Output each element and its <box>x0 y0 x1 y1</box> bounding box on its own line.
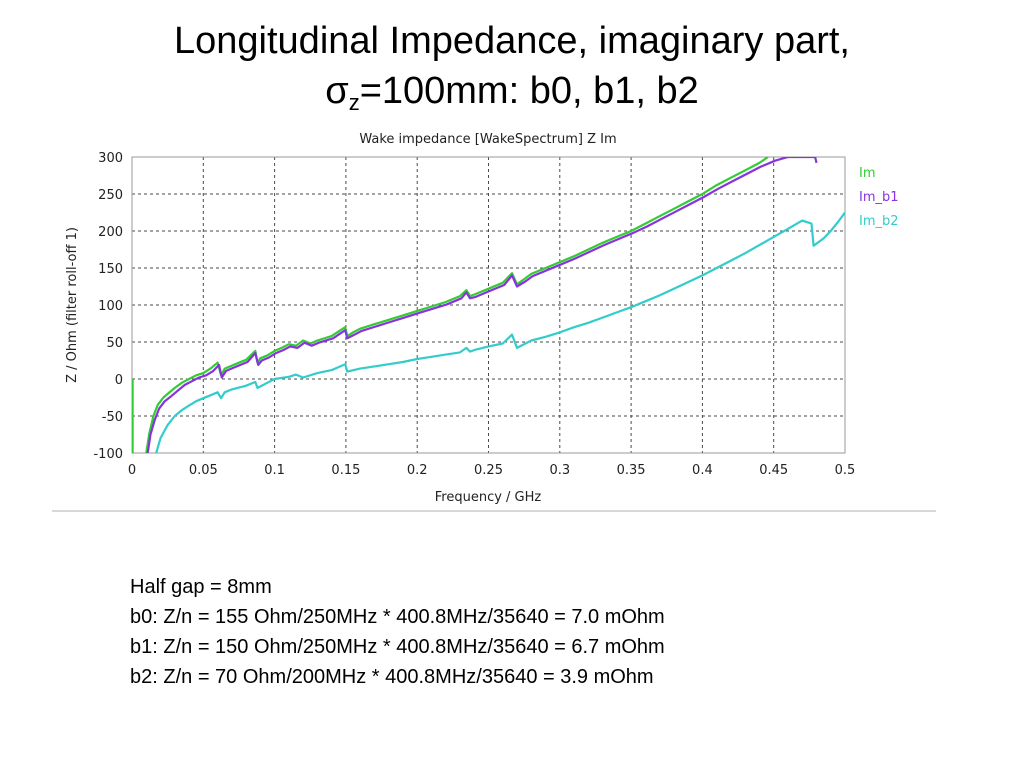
y-tick-label: 250 <box>98 188 123 203</box>
slide-title: Longitudinal Impedance, imaginary part, … <box>0 16 1024 116</box>
note-line-b1: b1: Z/n = 150 Ohm/250MHz * 400.8MHz/3564… <box>130 636 665 658</box>
x-tick-label: 0.35 <box>617 463 646 478</box>
legend: Im Im_b1 Im_b2 <box>859 166 899 229</box>
note-line-b0: b0: Z/n = 155 Ohm/250MHz * 400.8MHz/3564… <box>130 606 665 628</box>
title-subscript: z <box>348 90 360 115</box>
plot-area <box>131 156 846 454</box>
notes-block: Half gap = 8mm b0: Z/n = 155 Ohm/250MHz … <box>130 572 665 692</box>
x-tick-label: 0.15 <box>331 463 360 478</box>
y-tick-label: -50 <box>102 410 123 425</box>
note-line-b2: b2: Z/n = 70 Ohm/200MHz * 400.8MHz/35640… <box>130 666 654 688</box>
series-line-im <box>145 157 769 453</box>
y-tick-label: 0 <box>115 373 123 388</box>
title-rest: =100mm: b0, b1, b2 <box>359 70 699 112</box>
legend-entry-im-b1: Im_b1 <box>859 190 899 205</box>
legend-entry-im-b2: Im_b2 <box>859 214 899 229</box>
x-axis-label: Frequency / GHz <box>435 490 542 505</box>
y-axis-label: Z / Ohm (filter roll-off 1) <box>65 227 80 383</box>
series-lines <box>132 157 845 453</box>
y-tick-label: 300 <box>98 151 123 166</box>
x-tick-label: 0.3 <box>549 463 570 478</box>
series-line-im-b2 <box>155 211 845 453</box>
note-line-gap: Half gap = 8mm <box>130 576 272 598</box>
tick-labels: 0 0.05 0.1 0.15 0.2 0.25 0.3 0.35 0.4 0.45 0.5 -100… <box>93 151 855 478</box>
x-tick-label: 0.45 <box>759 463 788 478</box>
legend-entry-im: Im <box>859 166 876 181</box>
x-tick-label: 0 <box>128 463 136 478</box>
slide-title-line2: σz=100mm: b0, b1, b2 <box>0 66 1024 116</box>
x-tick-label: 0.1 <box>264 463 285 478</box>
y-tick-label: 200 <box>98 225 123 240</box>
slide-title-line1: Longitudinal Impedance, imaginary part, <box>174 20 850 62</box>
chart-title: Wake impedance [WakeSpectrum] Z Im <box>359 132 616 147</box>
y-tick-label: 100 <box>98 299 123 314</box>
y-tick-label: 150 <box>98 262 123 277</box>
y-tick-label: 50 <box>106 336 123 351</box>
grid <box>132 157 845 453</box>
x-tick-label: 0.5 <box>835 463 856 478</box>
series-line-im-b1 <box>146 157 818 453</box>
x-tick-label: 0.2 <box>407 463 428 478</box>
x-tick-label: 0.05 <box>189 463 218 478</box>
title-sigma: σ <box>325 70 349 112</box>
y-tick-label: -100 <box>93 447 123 462</box>
x-tick-label: 0.25 <box>474 463 503 478</box>
x-tick-label: 0.4 <box>692 463 713 478</box>
